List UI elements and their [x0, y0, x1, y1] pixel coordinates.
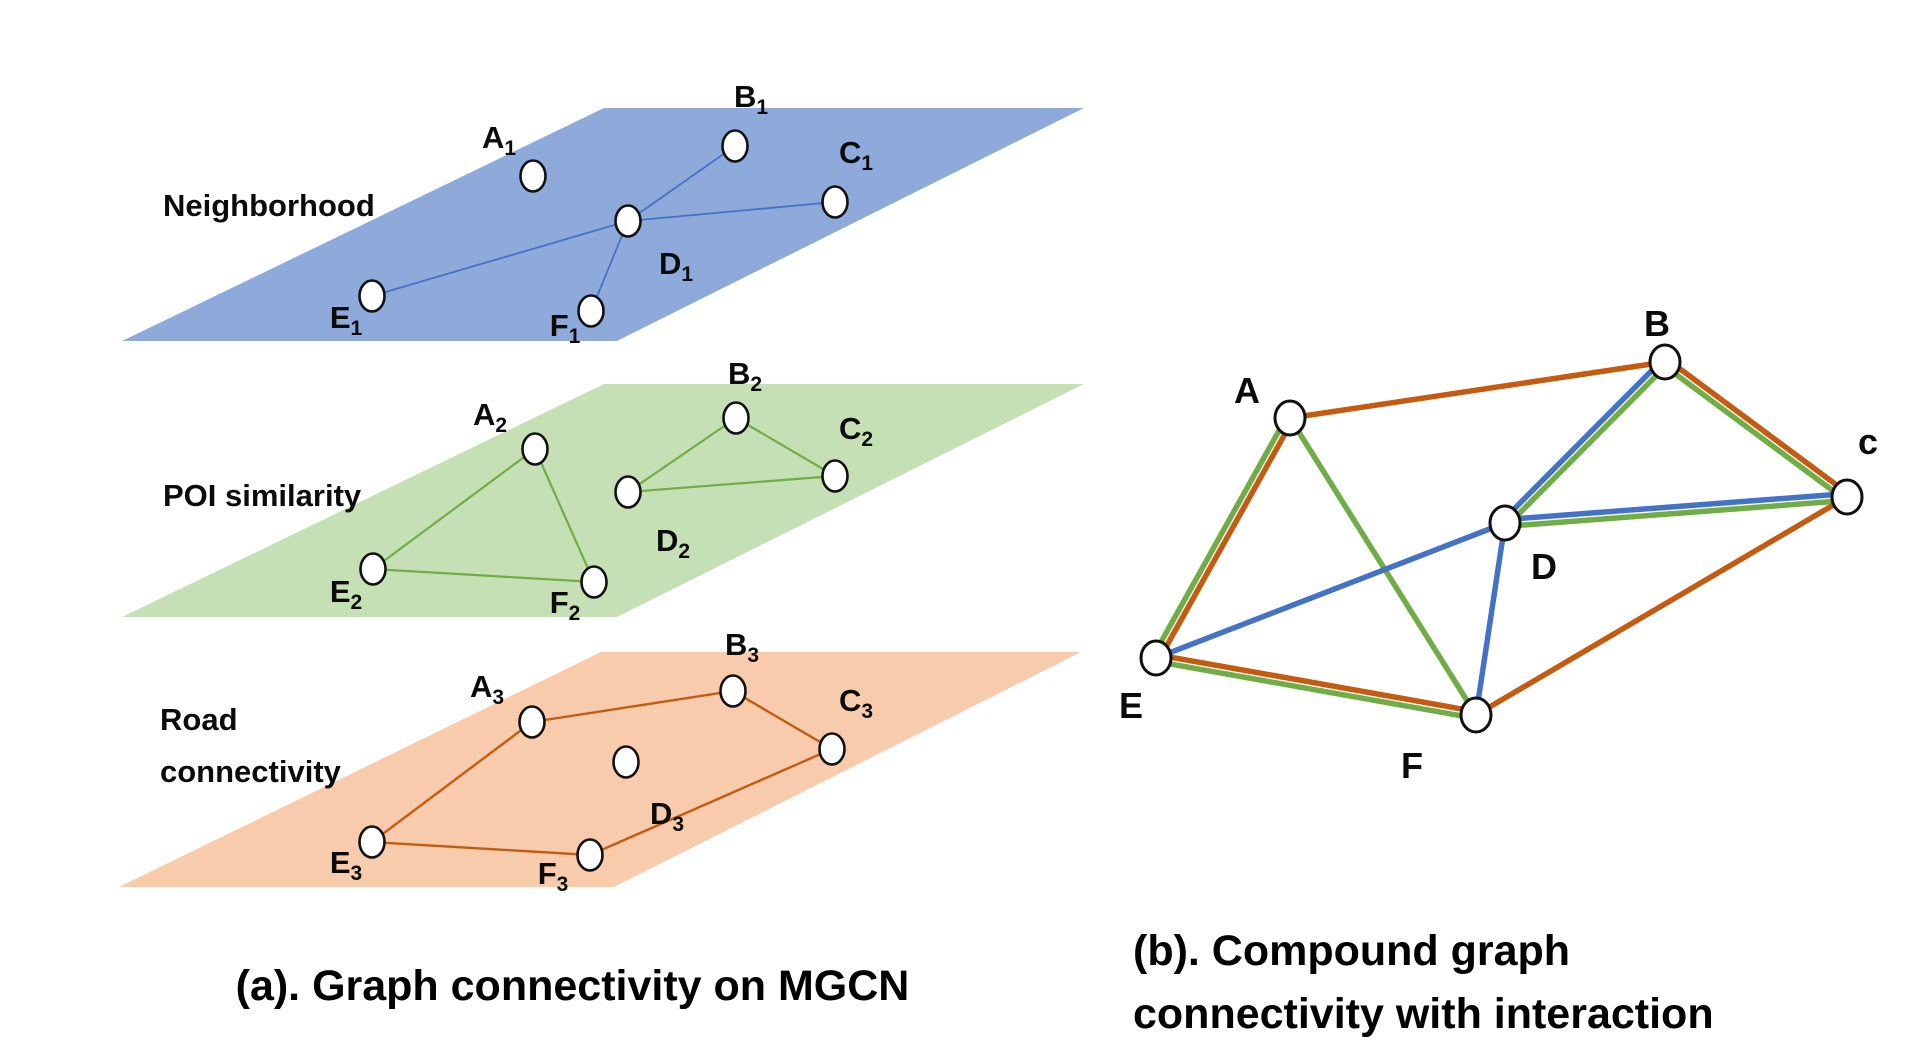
- compound-edge-E-F-orange: [1156, 651, 1478, 715]
- node-E2: [359, 552, 387, 586]
- node-F3: [576, 838, 604, 872]
- node-label-C2: C2: [839, 411, 873, 451]
- node-E: [1139, 639, 1173, 677]
- node-label-B2: B2: [728, 356, 762, 396]
- node-F2: [580, 565, 608, 599]
- node-B: [1648, 343, 1682, 381]
- node-label-D: D: [1531, 546, 1557, 587]
- node-B1: [721, 129, 749, 163]
- node-D1: [614, 204, 642, 238]
- node-label-A2: A2: [473, 397, 507, 437]
- compound-edge-A-F-green: [1287, 416, 1479, 717]
- layer-label-road-connectivity: Road connectivity: [160, 702, 341, 789]
- compound-edge-D-F-blue: [1473, 522, 1508, 716]
- node-label-E1: E1: [330, 300, 363, 340]
- node-label-F1: F1: [550, 308, 581, 348]
- edge-A2-E2: [372, 448, 536, 570]
- node-label-D3: D3: [650, 796, 684, 836]
- node-C3: [818, 732, 846, 766]
- node-label-C: c: [1858, 421, 1878, 462]
- caption-figure-a: (a). Graph connectivity on MGCN: [235, 962, 910, 1010]
- edge-E3-F3: [371, 840, 591, 857]
- node-label-F3: F3: [538, 856, 569, 896]
- node-B2: [722, 401, 750, 435]
- node-F: [1459, 696, 1493, 734]
- plane-neighborhood: [122, 108, 1084, 341]
- node-label-E3: E3: [330, 845, 362, 885]
- edge-B2-D2: [627, 417, 737, 493]
- node-E3: [358, 825, 386, 859]
- layer-label-neighborhood: Neighborhood: [163, 188, 375, 223]
- node-label-F: F: [1401, 745, 1423, 786]
- node-label-A1: A1: [482, 120, 516, 160]
- node-label-A3: A3: [470, 669, 504, 709]
- node-C: [1830, 478, 1864, 516]
- edge-D1-E1: [371, 220, 629, 297]
- node-A3: [518, 705, 546, 739]
- node-label-B3: B3: [725, 627, 759, 667]
- compound-edge-C-F-orange: [1474, 494, 1849, 718]
- compound-edge-B-C-green: [1661, 362, 1847, 502]
- compound-edge-A-E-green: [1150, 415, 1290, 658]
- node-A: [1273, 399, 1307, 437]
- edge-E3-A3: [371, 721, 533, 843]
- node-A2: [521, 432, 549, 466]
- plane-road: [119, 652, 1081, 887]
- node-label-C1: C1: [839, 135, 873, 175]
- node-D3: [612, 745, 640, 779]
- compound-edge-A-B-orange: [1289, 359, 1666, 421]
- edge-B2-C2: [735, 417, 836, 477]
- edge-C3-F3: [589, 747, 833, 857]
- compound-edge-B-D-blue: [1500, 357, 1665, 523]
- node-label-B1: B1: [734, 79, 768, 119]
- node-D2: [614, 475, 642, 509]
- edge-A2-F2: [533, 448, 596, 583]
- edge-D1-B1: [627, 145, 736, 222]
- node-A1: [519, 159, 547, 193]
- node-label-D1: D1: [659, 246, 693, 286]
- node-F1: [577, 294, 605, 328]
- edge-B3-C3: [732, 689, 833, 751]
- edge-E2-F2: [372, 567, 595, 584]
- compound-edge-C-D-blue: [1504, 490, 1847, 523]
- node-label-C3: C3: [839, 683, 873, 723]
- node-label-D2: D2: [656, 523, 690, 563]
- edge-D2-C2: [627, 474, 836, 494]
- edge-D1-C1: [627, 201, 836, 222]
- compound-edge-B-C-orange: [1665, 357, 1851, 497]
- node-C1: [821, 185, 849, 219]
- layer-label-poi-similarity: POI similarity: [163, 478, 362, 513]
- node-label-B: B: [1644, 303, 1670, 344]
- node-E1: [358, 279, 386, 313]
- compound-edge-C-D-green: [1505, 497, 1848, 530]
- compound-edge-B-D-green: [1505, 362, 1670, 528]
- edge-A3-B3: [531, 689, 734, 724]
- node-B3: [719, 674, 747, 708]
- node-label-E2: E2: [330, 574, 362, 614]
- node-C2: [821, 459, 849, 493]
- compound-edge-A-E-orange: [1156, 418, 1296, 661]
- node-label-F2: F2: [550, 585, 581, 625]
- node-label-E: E: [1119, 685, 1143, 726]
- compound-edge-E-F-green: [1154, 658, 1476, 722]
- compound-edge-D-E-blue: [1155, 520, 1506, 661]
- caption-figure-b: (b). Compound graph connectivity with in…: [1133, 927, 1714, 1038]
- node-label-A: A: [1234, 370, 1260, 411]
- node-D: [1488, 504, 1522, 542]
